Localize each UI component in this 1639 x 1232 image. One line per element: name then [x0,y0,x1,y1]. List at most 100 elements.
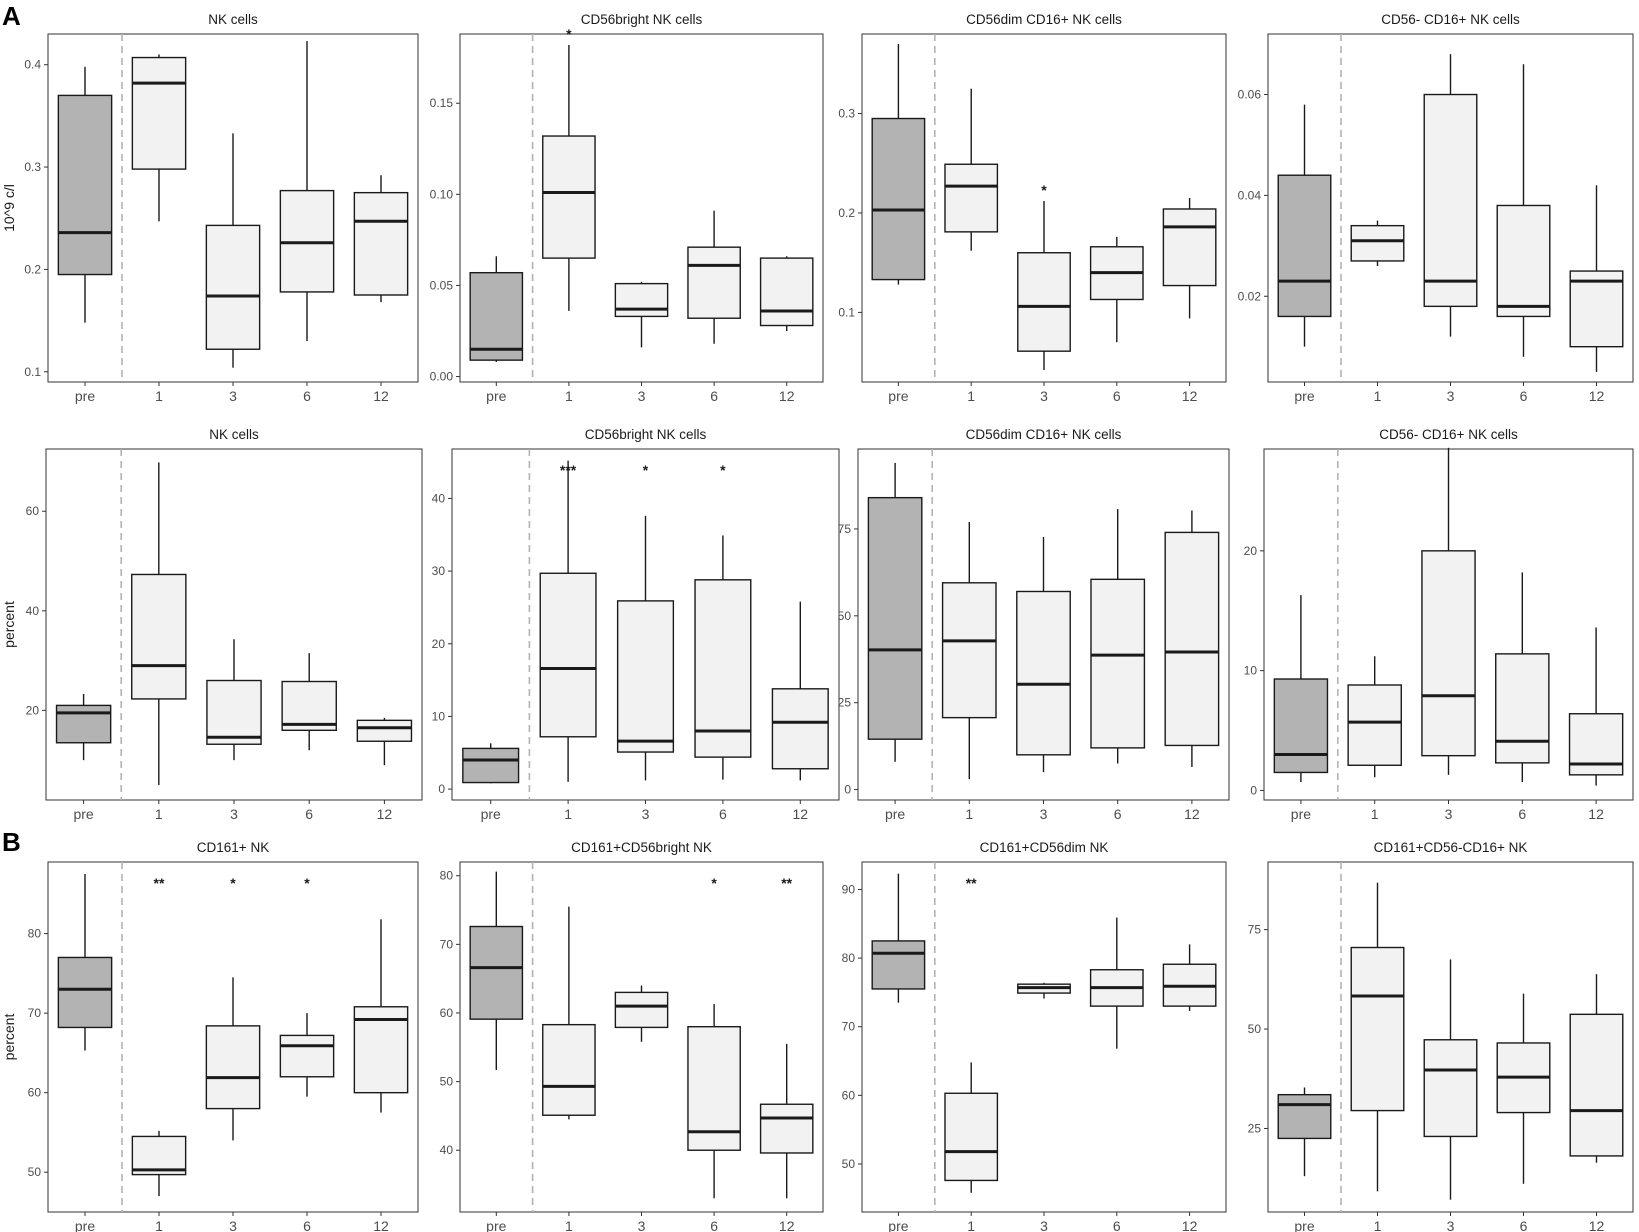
x-tick-label: 6 [1113,1218,1121,1232]
box-iqr [356,719,413,742]
boxplot-panel-10: CD161+CD56bright NK 40 50 60 70 80 pre 1 3 6 * 12 ** [440,840,824,1232]
y-tick-label: 60 [28,1086,42,1100]
y-tick-label: 0.05 [430,278,454,292]
y-tick-label: 80 [440,869,454,883]
x-tick-label: 12 [1184,806,1200,822]
box-pre [871,873,926,1003]
box-iqr [871,117,926,281]
box-6 [687,210,741,344]
boxplot-panel-8: CD56- CD16+ NK cells 0 10 20 pre 1 3 6 12 [1244,427,1634,822]
significance-marker: * [304,875,310,891]
box-iqr [131,56,187,170]
y-tick-label: 0 [844,783,851,797]
y-tick-label: 80 [842,951,856,965]
box-iqr [57,956,113,1029]
panel-title: CD56- CD16+ NK cells [1381,12,1520,27]
box-1 [539,460,597,782]
box-12 [1569,185,1624,372]
box-iqr [205,1025,261,1110]
x-tick-label: pre [481,806,501,822]
x-tick-label: 6 [1520,388,1528,404]
y-axis-title: percent [1,1014,17,1061]
x-tick-label: pre [75,1218,95,1232]
y-tick-label: 60 [440,1006,454,1020]
x-tick-label: pre [885,806,905,822]
box-6 [1496,64,1551,357]
panel-title: CD56dim CD16+ NK cells [966,12,1122,27]
boxplot-panel-2: CD56bright NK cells 0.00 0.05 0.10 0.15 pre 1 *… [430,12,824,404]
box-1 [131,462,187,786]
box-1 [944,88,999,251]
box-iqr [1090,578,1146,749]
x-tick-label: 1 [1374,1218,1382,1232]
x-tick-label: pre [888,1218,908,1232]
x-tick-label: 12 [1182,388,1198,404]
box-3 [1017,201,1071,371]
significance-marker: ** [154,875,165,891]
x-tick-label: 3 [638,388,646,404]
box-3 [616,515,675,781]
box-iqr [694,579,752,758]
box-iqr [353,191,409,296]
box-pre [1277,1087,1332,1177]
x-tick-label: 12 [1589,1218,1605,1232]
x-tick-label: 3 [642,806,650,822]
x-tick-label: 6 [1113,388,1121,404]
y-tick-label: 70 [842,1020,856,1034]
boxplot-panel-3: CD56dim CD16+ NK cells 0.1 0.2 0.3 pre 1 3 * 6 12 [838,12,1227,404]
box-6 [1496,993,1551,1184]
box-3 [614,281,669,348]
box-1 [131,1130,187,1197]
y-tick-label: 0.2 [838,206,855,220]
x-tick-label: 6 [1518,806,1526,822]
y-tick-label: 10 [1244,664,1258,678]
box-12 [356,717,413,766]
box-3 [1017,982,1071,999]
box-iqr [871,940,926,990]
x-tick-label: 3 [230,806,238,822]
box-1 [1347,656,1402,778]
y-tick-label: 60 [842,1088,856,1102]
box-iqr [1569,1013,1624,1157]
significance-marker: * [643,462,649,478]
box-12 [1162,944,1217,1011]
x-tick-label: 1 [1374,388,1382,404]
box-1 [944,1062,999,1193]
x-tick-label: 1 [965,806,973,822]
box-iqr [1568,713,1624,776]
boxplot-panel-7: CD56dim CD16+ NK cells 0 25 50 75 pre 1 3 6 12 [838,427,1230,822]
box-iqr [539,572,597,738]
box-pre [55,693,112,761]
box-iqr [1273,678,1329,774]
y-tick-label: 0.1 [838,305,855,319]
x-tick-label: 12 [377,806,393,822]
y-tick-label: 0.2 [24,262,41,276]
x-tick-label: 1 [565,388,573,404]
x-tick-label: pre [486,1218,506,1232]
box-1 [1350,882,1405,1192]
box-iqr [941,582,997,719]
box-iqr [1421,550,1476,757]
box-iqr [353,1006,409,1094]
boxplot-panel-1: NK cells 0.1 0.2 0.3 0.4 10^9 c/l pre 1 3 6 12 [1,12,419,404]
x-tick-label: 3 [1447,1218,1455,1232]
box-3 [206,639,262,761]
x-tick-label: 3 [1040,1218,1048,1232]
box-iqr [759,257,814,327]
panel-letter-a: A [2,1,21,31]
y-tick-label: 50 [28,1165,42,1179]
panel-title: CD56bright NK cells [581,12,703,27]
y-tick-label: 0 [438,782,445,796]
panel-title: NK cells [208,12,258,27]
box-iqr [867,496,923,740]
x-tick-label: 6 [305,806,313,822]
x-tick-label: 3 [1445,806,1453,822]
y-tick-label: 20 [432,637,446,651]
box-iqr [542,1023,596,1116]
box-iqr [205,224,261,350]
y-tick-label: 0.10 [430,187,454,201]
panel-title: CD161+CD56dim NK [980,840,1109,855]
x-tick-label: 1 [967,388,975,404]
box-6 [279,1013,335,1097]
box-iqr [1017,252,1071,352]
